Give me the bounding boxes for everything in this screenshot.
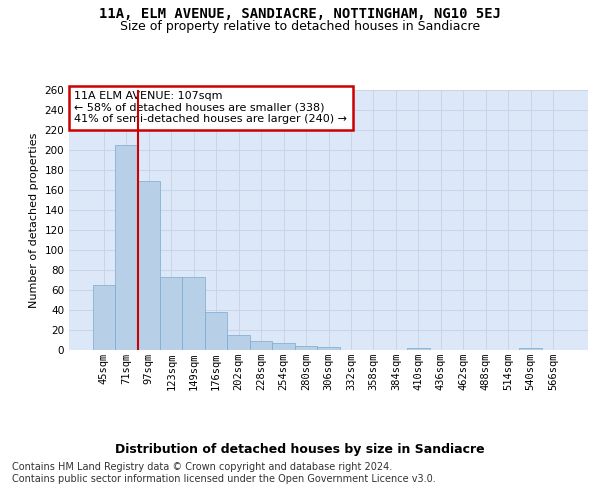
Bar: [182, 277, 205, 350]
Bar: [137, 181, 160, 350]
Bar: [160, 277, 182, 350]
Bar: [205, 312, 227, 350]
Text: Size of property relative to detached houses in Sandiacre: Size of property relative to detached ho…: [120, 20, 480, 33]
Bar: [317, 347, 340, 350]
Text: Distribution of detached houses by size in Sandiacre: Distribution of detached houses by size …: [115, 442, 485, 456]
Bar: [295, 346, 317, 350]
Bar: [520, 348, 542, 350]
Y-axis label: Number of detached properties: Number of detached properties: [29, 132, 39, 308]
Bar: [227, 335, 250, 350]
Bar: [272, 343, 295, 350]
Text: 11A ELM AVENUE: 107sqm
← 58% of detached houses are smaller (338)
41% of semi-de: 11A ELM AVENUE: 107sqm ← 58% of detached…: [74, 92, 347, 124]
Text: Contains HM Land Registry data © Crown copyright and database right 2024.
Contai: Contains HM Land Registry data © Crown c…: [12, 462, 436, 484]
Bar: [115, 145, 137, 350]
Text: 11A, ELM AVENUE, SANDIACRE, NOTTINGHAM, NG10 5EJ: 11A, ELM AVENUE, SANDIACRE, NOTTINGHAM, …: [99, 8, 501, 22]
Bar: [407, 348, 430, 350]
Bar: [92, 285, 115, 350]
Bar: [250, 341, 272, 350]
